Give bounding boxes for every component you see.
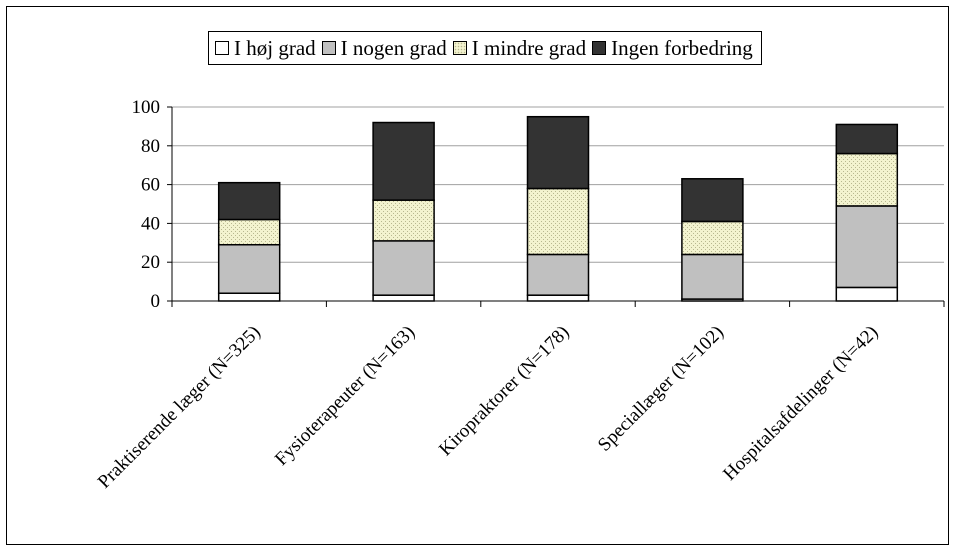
legend-label: I høj grad — [234, 35, 316, 60]
tick-labels: 0 20 40 60 80 100 Praktiserende læger (N=325) F… — [94, 97, 883, 493]
legend-item: Ingen forbedring — [592, 36, 753, 61]
legend-item: I nogen grad — [321, 35, 447, 61]
bar-segment — [835, 152, 899, 207]
legend-swatch — [592, 41, 607, 55]
legend-label: I nogen grad — [340, 35, 447, 60]
legend-swatch — [215, 41, 229, 55]
bar-segment — [372, 240, 435, 296]
bar-segment — [835, 123, 899, 155]
y-tick-label: 40 — [141, 213, 160, 234]
y-tick-label: 60 — [141, 175, 160, 196]
stacked-bar-chart: 0 20 40 60 80 100 Praktiserende læger (N=325) F… — [94, 97, 945, 493]
legend-item: I mindre grad — [452, 35, 587, 61]
y-tick-label: 0 — [151, 291, 161, 312]
y-tick-label: 80 — [141, 136, 160, 157]
legend-item: I høj grad — [215, 36, 316, 61]
x-tick-label: Speciallæger (N=102) — [594, 322, 728, 456]
y-tick-label: 100 — [132, 97, 161, 118]
bar-segment — [681, 253, 744, 300]
legend-label: Ingen forbedring — [611, 35, 753, 60]
y-tick-label: 20 — [141, 252, 160, 273]
bar-segment — [835, 205, 899, 289]
bar-segment — [526, 187, 590, 256]
bar-segment — [372, 121, 435, 201]
bars — [217, 115, 899, 302]
legend-swatch — [452, 41, 467, 55]
bar-segment — [217, 181, 281, 221]
x-tick-label: Praktiserende læger (N=325) — [94, 322, 265, 493]
legend-swatch — [321, 41, 336, 55]
bar-segment — [681, 178, 744, 223]
x-tick-label: Hospitalsafdelinger (N=42) — [719, 322, 882, 485]
bar-segment — [372, 199, 435, 242]
x-tick-label: Fysioterapeuter (N=163) — [271, 322, 419, 470]
bar-segment — [526, 253, 590, 296]
bar-segment — [372, 294, 435, 302]
bar-segment — [217, 243, 281, 294]
legend: I høj grad I nogen grad I mindre grad Ingen… — [208, 31, 762, 65]
bar-segment — [835, 286, 899, 302]
bar-segment — [217, 292, 281, 302]
chart-frame: 0 20 40 60 80 100 Praktiserende læger (N=325) F… — [6, 6, 949, 545]
bar-segment — [526, 115, 590, 190]
bar-segment — [681, 220, 744, 256]
legend-label: I mindre grad — [471, 35, 587, 60]
x-tick-label: Kiropraktorer (N=178) — [435, 322, 573, 460]
bar-segment — [526, 294, 590, 302]
bar-segment — [217, 218, 281, 246]
